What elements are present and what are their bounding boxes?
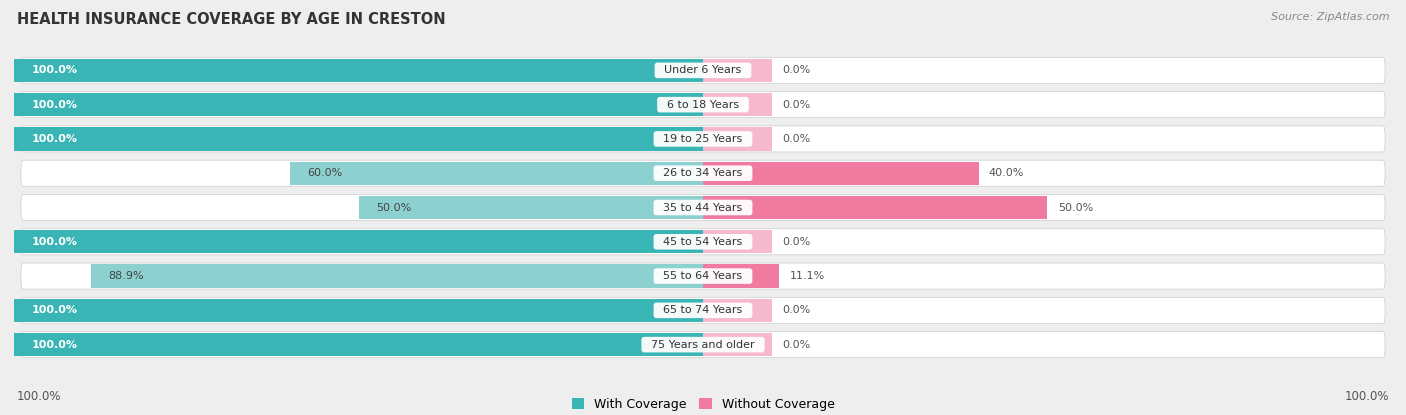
Text: 35 to 44 Years: 35 to 44 Years (657, 203, 749, 212)
Text: 6 to 18 Years: 6 to 18 Years (659, 100, 747, 110)
Text: Under 6 Years: Under 6 Years (658, 66, 748, 76)
Text: 11.1%: 11.1% (790, 271, 825, 281)
Bar (703, 127, 772, 151)
Bar (14, 93, 703, 116)
Bar (703, 59, 772, 82)
Text: 100.0%: 100.0% (17, 390, 62, 403)
Text: 55 to 64 Years: 55 to 64 Years (657, 271, 749, 281)
Bar (703, 299, 772, 322)
Text: 0.0%: 0.0% (782, 134, 810, 144)
Bar (14, 127, 703, 151)
Text: 26 to 34 Years: 26 to 34 Years (657, 168, 749, 178)
Text: 100.0%: 100.0% (1344, 390, 1389, 403)
FancyBboxPatch shape (21, 160, 1385, 186)
Text: 100.0%: 100.0% (31, 305, 77, 315)
FancyBboxPatch shape (21, 126, 1385, 152)
Bar (359, 196, 703, 219)
Text: 0.0%: 0.0% (782, 305, 810, 315)
Text: 88.9%: 88.9% (108, 271, 143, 281)
Bar (14, 333, 703, 356)
Bar (14, 230, 703, 254)
Bar (14, 299, 703, 322)
Text: 50.0%: 50.0% (1057, 203, 1092, 212)
Text: 0.0%: 0.0% (782, 339, 810, 349)
Text: 40.0%: 40.0% (988, 168, 1025, 178)
Text: 0.0%: 0.0% (782, 66, 810, 76)
Text: 100.0%: 100.0% (31, 134, 77, 144)
Text: 100.0%: 100.0% (31, 100, 77, 110)
Text: 65 to 74 Years: 65 to 74 Years (657, 305, 749, 315)
FancyBboxPatch shape (21, 92, 1385, 118)
Text: 19 to 25 Years: 19 to 25 Years (657, 134, 749, 144)
Text: 100.0%: 100.0% (31, 339, 77, 349)
Legend: With Coverage, Without Coverage: With Coverage, Without Coverage (567, 393, 839, 415)
Text: 100.0%: 100.0% (31, 237, 77, 247)
Bar (703, 333, 772, 356)
Text: HEALTH INSURANCE COVERAGE BY AGE IN CRESTON: HEALTH INSURANCE COVERAGE BY AGE IN CRES… (17, 12, 446, 27)
Text: 0.0%: 0.0% (782, 100, 810, 110)
Text: Source: ZipAtlas.com: Source: ZipAtlas.com (1271, 12, 1389, 22)
FancyBboxPatch shape (21, 332, 1385, 358)
Bar (14, 59, 703, 82)
Bar (290, 161, 703, 185)
Text: 100.0%: 100.0% (31, 66, 77, 76)
Bar (703, 264, 779, 288)
Text: 0.0%: 0.0% (782, 237, 810, 247)
Text: 75 Years and older: 75 Years and older (644, 339, 762, 349)
FancyBboxPatch shape (21, 195, 1385, 220)
FancyBboxPatch shape (21, 297, 1385, 323)
FancyBboxPatch shape (21, 263, 1385, 289)
Text: 50.0%: 50.0% (375, 203, 411, 212)
FancyBboxPatch shape (21, 229, 1385, 255)
Bar (703, 196, 1047, 219)
Text: 60.0%: 60.0% (307, 168, 342, 178)
Bar (703, 93, 772, 116)
FancyBboxPatch shape (21, 57, 1385, 83)
Bar (703, 230, 772, 254)
Bar (703, 161, 979, 185)
Bar (90, 264, 703, 288)
Text: 45 to 54 Years: 45 to 54 Years (657, 237, 749, 247)
